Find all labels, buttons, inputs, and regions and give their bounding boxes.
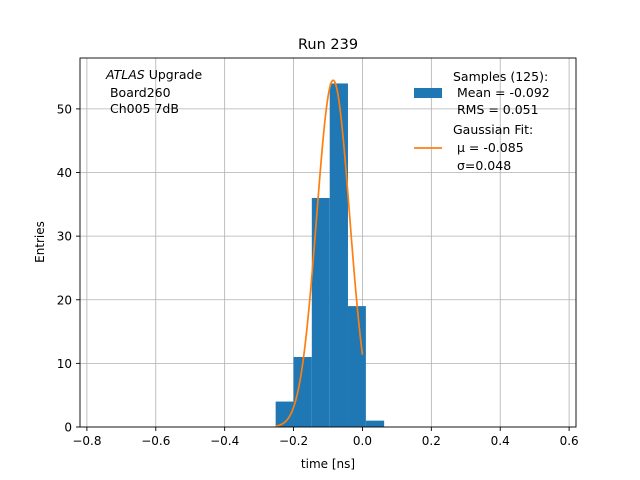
legend: Samples (125): Mean = -0.092 RMS = 0.051…: [414, 69, 550, 173]
x-axis-ticks: −0.8 −0.6 −0.4 −0.2 0.0 0.2 0.4 0.6: [72, 427, 579, 448]
y-axis-label: Entries: [33, 221, 47, 263]
histogram-bar: [311, 197, 330, 427]
annotation-experiment: ATLAS: [105, 67, 145, 82]
y-tick-label: 30: [57, 230, 72, 244]
y-tick-label: 10: [57, 357, 72, 371]
legend-samples-mean: Mean = -0.092: [453, 85, 550, 100]
y-tick-label: 20: [57, 293, 72, 307]
annotation-line-1: ATLAS Upgrade: [105, 67, 202, 82]
legend-fit-title: Gaussian Fit:: [453, 122, 533, 137]
chart-title: Run 239: [298, 37, 358, 53]
legend-samples-rms: RMS = 0.051: [453, 102, 539, 117]
histogram-bar: [347, 306, 366, 427]
legend-samples-swatch: [414, 88, 442, 98]
x-tick-label: −0.8: [72, 434, 101, 448]
x-tick-label: −0.2: [279, 434, 308, 448]
x-tick-label: −0.6: [141, 434, 170, 448]
histogram-bar: [275, 401, 294, 427]
histogram-bar: [293, 357, 312, 427]
gaussian-fit-curve: [275, 79, 364, 428]
legend-fit-sigma: σ=0.048: [453, 158, 511, 173]
histogram-bars: [275, 83, 385, 427]
annotation-experiment-suffix: Upgrade: [145, 67, 203, 82]
legend-samples-title: Samples (125):: [453, 69, 548, 84]
x-tick-label: 0.6: [560, 434, 579, 448]
axes-frame: [79, 57, 577, 428]
atlas-annotation: ATLAS Upgrade Board260 Ch005 7dB: [105, 67, 202, 116]
x-tick-label: 0.0: [353, 434, 372, 448]
legend-fit-mu: μ = -0.085: [453, 140, 524, 155]
x-axis-label: time [ns]: [301, 457, 355, 471]
histogram-bar: [329, 83, 348, 427]
y-axis-ticks: 0 10 20 30 40 50: [57, 102, 80, 435]
x-tick-label: −0.4: [210, 434, 239, 448]
histogram-bar: [365, 420, 385, 427]
y-tick-label: 40: [57, 166, 72, 180]
x-tick-label: 0.2: [422, 434, 441, 448]
annotation-line-2: Board260: [106, 85, 171, 100]
x-tick-label: 0.4: [491, 434, 510, 448]
y-tick-label: 50: [57, 102, 72, 116]
annotation-line-3: Ch005 7dB: [106, 101, 179, 116]
y-tick-label: 0: [64, 421, 72, 435]
